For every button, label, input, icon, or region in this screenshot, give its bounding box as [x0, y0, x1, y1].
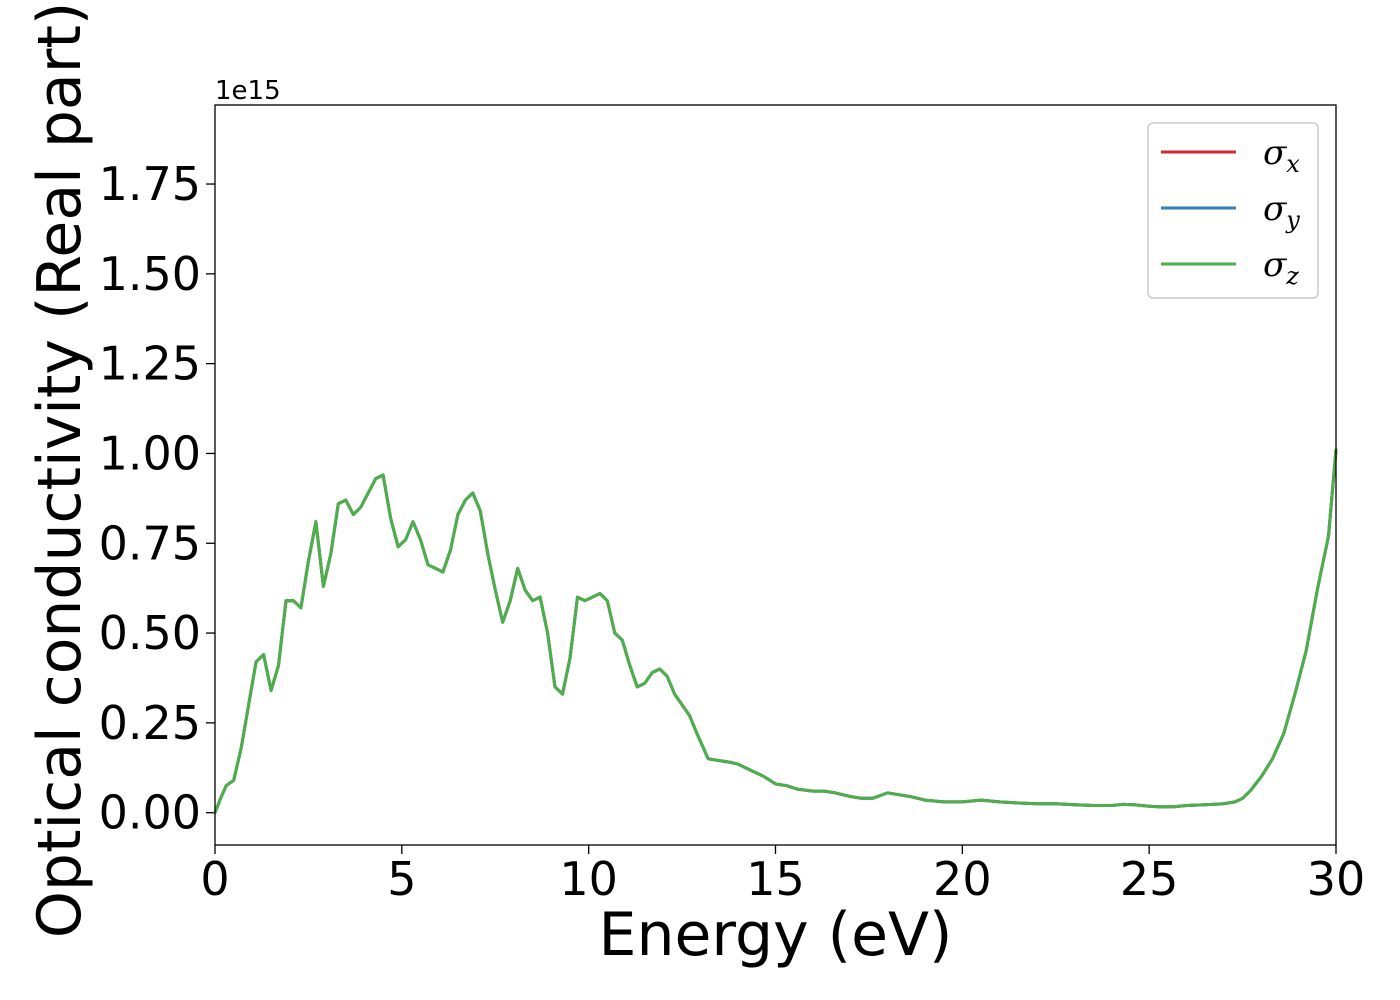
x-tick-label: 20 — [933, 852, 992, 906]
plot-lines — [213, 448, 1338, 815]
y-tick-label: 0.25 — [99, 696, 201, 750]
x-tick-label: 0 — [200, 852, 229, 906]
x-tick-label: 25 — [1120, 852, 1179, 906]
y-tick-label: 1.50 — [99, 247, 201, 301]
y-axis-ticks: 0.00 0.25 0.50 0.75 1.00 1.25 1.50 1.75 — [99, 157, 215, 840]
plot-frame — [214, 104, 1337, 846]
y-axis-title: Optical conductivity (Real part) — [25, 2, 95, 939]
x-tick-label: 10 — [559, 852, 618, 906]
y-tick-label: 1.00 — [99, 426, 201, 480]
series-line-z — [213, 448, 1338, 815]
series-line-y — [213, 448, 1338, 815]
legend: σx σy σz — [1147, 122, 1319, 299]
legend-label-y: σy — [1263, 189, 1300, 234]
y-tick-label: 1.25 — [99, 337, 201, 391]
y-offset-label: 1e15 — [215, 76, 281, 106]
legend-label-z: σz — [1263, 245, 1299, 290]
y-tick-label: 0.75 — [99, 516, 201, 570]
x-tick-label: 5 — [387, 852, 416, 906]
series-line-x — [213, 448, 1338, 815]
x-axis-title: Energy (eV) — [599, 900, 953, 970]
x-tick-label: 15 — [746, 852, 805, 906]
x-tick-label: 30 — [1307, 852, 1366, 906]
x-axis-ticks: 0 5 10 15 20 25 30 — [200, 845, 1365, 906]
legend-box — [1147, 122, 1319, 299]
y-tick-label: 1.75 — [99, 157, 201, 211]
y-tick-label: 0.00 — [99, 786, 201, 840]
y-tick-label: 0.50 — [99, 606, 201, 660]
legend-label-x: σx — [1263, 133, 1300, 178]
